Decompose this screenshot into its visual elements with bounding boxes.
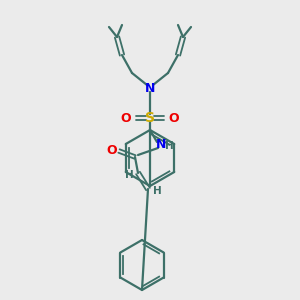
Text: H: H [165, 141, 173, 151]
Text: O: O [107, 145, 117, 158]
Text: H: H [153, 186, 161, 196]
Text: O: O [121, 112, 131, 124]
Text: S: S [145, 111, 155, 125]
Text: H: H [124, 170, 134, 180]
Text: N: N [156, 139, 166, 152]
Text: O: O [169, 112, 179, 124]
Text: N: N [145, 82, 155, 94]
